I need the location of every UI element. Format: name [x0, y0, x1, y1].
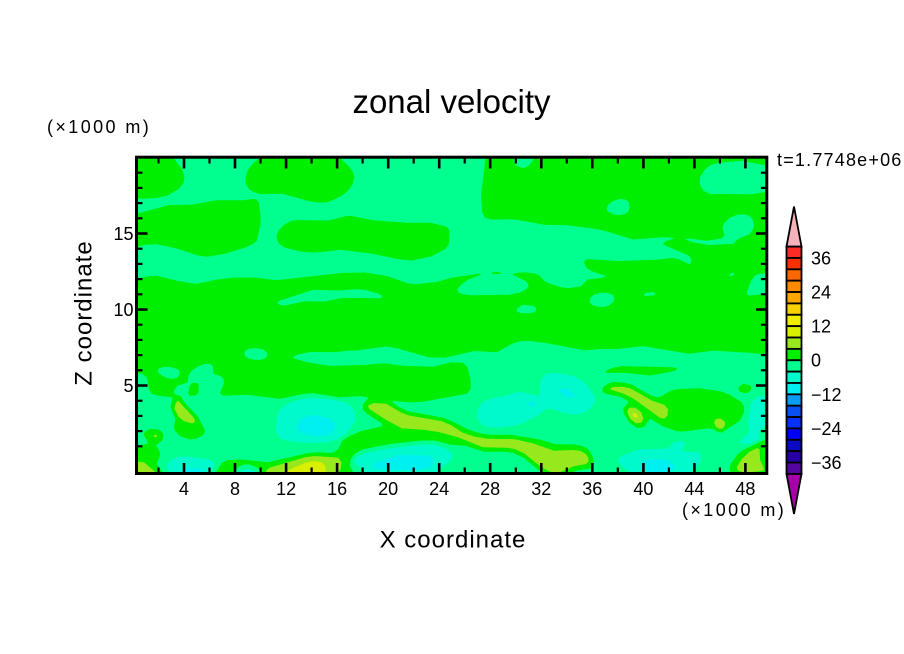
svg-text:20: 20: [378, 479, 398, 499]
svg-text:12: 12: [811, 317, 831, 337]
svg-text:5: 5: [123, 376, 133, 396]
svg-text:44: 44: [684, 479, 704, 499]
svg-text:X coordinate: X coordinate: [380, 527, 527, 554]
svg-text:(×1000 m): (×1000 m): [682, 500, 786, 520]
svg-text:36: 36: [811, 248, 831, 268]
svg-text:36: 36: [582, 479, 602, 499]
svg-text:48: 48: [735, 479, 755, 499]
svg-text:24: 24: [811, 283, 831, 303]
svg-text:−12: −12: [811, 385, 842, 405]
svg-text:8: 8: [230, 479, 240, 499]
svg-text:12: 12: [276, 479, 296, 499]
svg-text:16: 16: [327, 479, 347, 499]
svg-text:zonal velocity: zonal velocity: [352, 83, 551, 120]
svg-text:28: 28: [480, 479, 500, 499]
svg-text:10: 10: [113, 300, 133, 320]
svg-text:(×1000 m): (×1000 m): [47, 117, 151, 137]
svg-text:24: 24: [429, 479, 449, 499]
svg-text:0: 0: [811, 351, 821, 371]
svg-text:4: 4: [179, 479, 189, 499]
svg-text:Z coordinate: Z coordinate: [71, 240, 98, 385]
svg-text:−36: −36: [811, 453, 842, 473]
svg-text:40: 40: [633, 479, 653, 499]
svg-text:t=1.7748e+06: t=1.7748e+06: [777, 150, 903, 170]
svg-text:32: 32: [531, 479, 551, 499]
svg-text:−24: −24: [811, 419, 842, 439]
svg-text:15: 15: [113, 224, 133, 244]
